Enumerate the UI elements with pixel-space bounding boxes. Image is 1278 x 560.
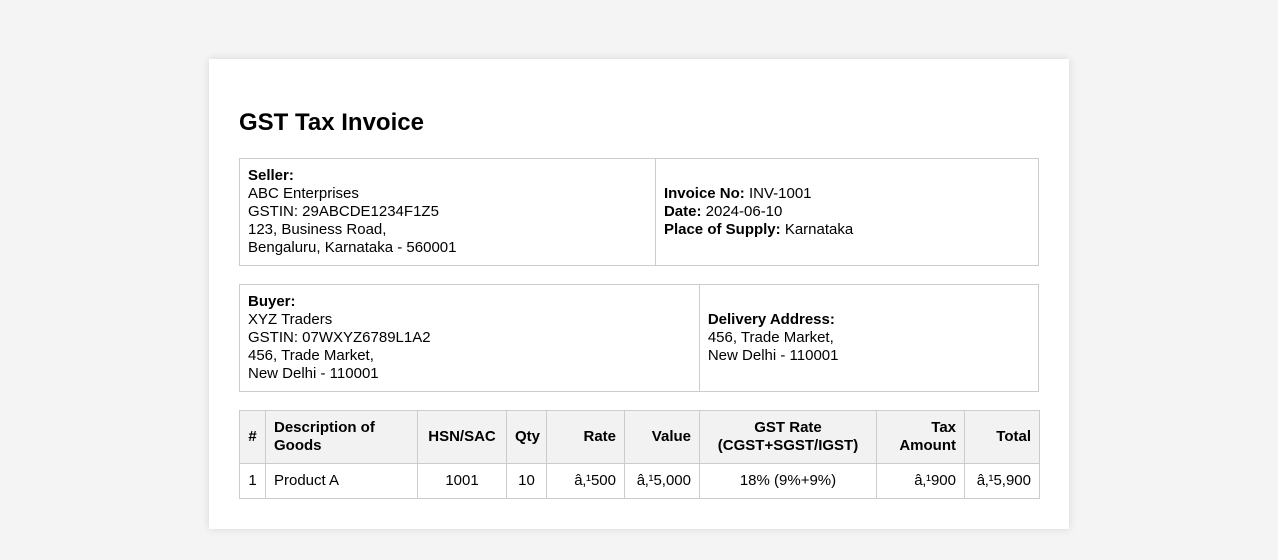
buyer-address-line1: 456, Trade Market, [248,347,374,364]
col-header-gst-rate: GST Rate (CGST+SGST/IGST) [699,410,877,464]
cell-gst-rate: 18% (9%+9%) [699,463,877,499]
cell-description: Product A [265,463,418,499]
col-header-rate: Rate [546,410,625,464]
page-title: GST Tax Invoice [239,109,424,136]
delivery-address-line2: New Delhi - 110001 [707,347,839,364]
place-of-supply-label: Place of Supply: [663,221,781,238]
seller-address-line2: Bengaluru, Karnataka - 560001 [248,239,457,256]
buyer-section: Buyer: XYZ Traders GSTIN: 07WXYZ6789L1A2… [240,285,699,391]
buyer-gstin: GSTIN: 07WXYZ6789L1A2 [248,329,431,346]
seller-address-line1: 123, Business Road, [248,221,387,238]
invoice-date-value: 2024-06-10 [705,203,783,220]
col-header-value: Value [624,410,700,464]
invoice-date-label: Date: [663,203,702,220]
invoice-card: GST Tax Invoice Seller: ABC Enterprises … [209,59,1069,529]
cell-tax-amount: â‚¹900 [876,463,965,499]
line-items-table: # Description of Goods HSN/SAC Qty Rate … [239,410,1040,499]
invoice-number-value: INV-1001 [748,185,812,202]
table-row: 1 Product A 1001 10 â‚¹500 â‚¹5,000 18% … [239,463,1040,499]
cell-qty: 10 [506,463,547,499]
cell-rate: â‚¹500 [546,463,625,499]
buyer-label: Buyer: [248,293,296,310]
table-header-row: # Description of Goods HSN/SAC Qty Rate … [239,410,1040,464]
buyer-delivery-box: Buyer: XYZ Traders GSTIN: 07WXYZ6789L1A2… [239,284,1039,392]
col-header-qty: Qty [506,410,547,464]
cell-index: 1 [239,463,266,499]
place-of-supply-line: Place of Supply: Karnataka [664,221,1030,239]
col-header-tax-amount: Tax Amount [876,410,965,464]
invoice-number-line: Invoice No: INV-1001 [664,185,1030,203]
invoice-date-line: Date: 2024-06-10 [664,203,1030,221]
delivery-address-line1: 456, Trade Market, [707,329,834,346]
seller-label: Seller: [248,167,294,184]
delivery-address-label: Delivery Address: [707,311,835,328]
seller-invoice-box: Seller: ABC Enterprises GSTIN: 29ABCDE12… [239,158,1039,266]
cell-hsn-sac: 1001 [417,463,507,499]
cell-value: â‚¹5,000 [624,463,700,499]
invoice-meta-section: Invoice No: INV-1001 Date: 2024-06-10 Pl… [654,159,1038,265]
col-header-total: Total [964,410,1040,464]
col-header-hsn-sac: HSN/SAC [417,410,507,464]
delivery-address-section: Delivery Address: 456, Trade Market, New… [698,285,1038,391]
buyer-address-line2: New Delhi - 110001 [248,365,379,382]
col-header-description: Description of Goods [265,410,418,464]
col-header-index: # [239,410,266,464]
invoice-number-label: Invoice No: [663,185,745,202]
place-of-supply-value: Karnataka [784,221,854,238]
delivery-address-label-line: Delivery Address: [708,311,1030,329]
seller-gstin: GSTIN: 29ABCDE1234F1Z5 [248,203,439,220]
seller-label-line: Seller: [248,167,647,185]
buyer-label-line: Buyer: [248,293,691,311]
seller-section: Seller: ABC Enterprises GSTIN: 29ABCDE12… [240,159,655,265]
seller-name: ABC Enterprises [248,185,359,202]
cell-total: â‚¹5,900 [964,463,1040,499]
buyer-name: XYZ Traders [248,311,333,328]
